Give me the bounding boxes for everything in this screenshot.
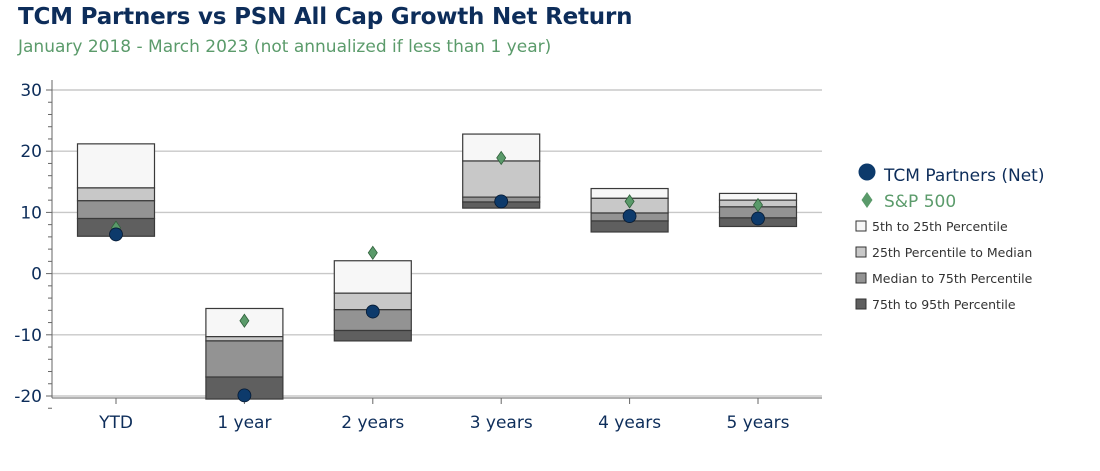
band-median-75 — [205, 340, 284, 378]
x-tick-label: 3 years — [470, 413, 533, 433]
y-tick-label: -10 — [14, 326, 42, 346]
legend-band-median-75-swatch — [855, 272, 867, 284]
legend-band-median-75-label: Median to 75th Percentile — [872, 271, 1033, 286]
tcm-marker — [622, 209, 637, 223]
sp500-marker — [496, 150, 507, 166]
tcm-marker — [365, 304, 380, 319]
y-tick-label: 30 — [20, 81, 42, 101]
tcm-marker — [109, 227, 123, 242]
band-5-25 — [76, 143, 156, 189]
band-median-75 — [76, 200, 156, 220]
legend-band-5-25-label: 5th to 25th Percentile — [872, 219, 1008, 234]
legend-band-75-95-label: 75th to 95th Percentile — [872, 297, 1016, 312]
tcm-marker — [494, 194, 509, 209]
sp500-marker — [753, 197, 763, 213]
legend-sp500-marker — [861, 192, 873, 208]
tcm-marker — [237, 388, 252, 403]
band-25-median — [205, 336, 284, 342]
x-tick-label: 5 years — [726, 413, 789, 433]
sp500-marker — [624, 194, 635, 209]
x-tick-label: YTD — [98, 413, 133, 433]
legend-band-25-median-swatch — [855, 246, 867, 258]
legend-band-75-95-swatch — [855, 298, 867, 310]
band-25-median — [462, 160, 541, 198]
sp500-marker — [239, 313, 250, 328]
band-25-median — [76, 187, 156, 202]
x-tick-label: 1 year — [217, 413, 271, 433]
band-5-25 — [333, 260, 412, 294]
legend-band-5-25-swatch — [855, 220, 867, 232]
legend-tcm-label: TCM Partners (Net) — [883, 166, 1044, 186]
chart-title: TCM Partners vs PSN All Cap Growth Net R… — [18, 4, 633, 30]
y-tick-label: 10 — [20, 203, 42, 223]
x-tick-label: 4 years — [598, 413, 661, 433]
legend-band-25-median-label: 25th Percentile to Median — [872, 245, 1032, 260]
sp500-marker — [367, 245, 378, 260]
y-tick-label: 0 — [31, 265, 42, 285]
tcm-marker — [751, 211, 765, 226]
y-tick-label: -20 — [14, 387, 42, 407]
x-tick-label: 2 years — [341, 413, 404, 433]
legend-tcm-marker — [858, 163, 876, 181]
legend-sp500-label: S&P 500 — [884, 192, 956, 212]
band-75-95 — [333, 329, 412, 342]
chart-subtitle: January 2018 - March 2023 (not annualize… — [18, 37, 552, 57]
y-tick-label: 20 — [20, 142, 42, 162]
